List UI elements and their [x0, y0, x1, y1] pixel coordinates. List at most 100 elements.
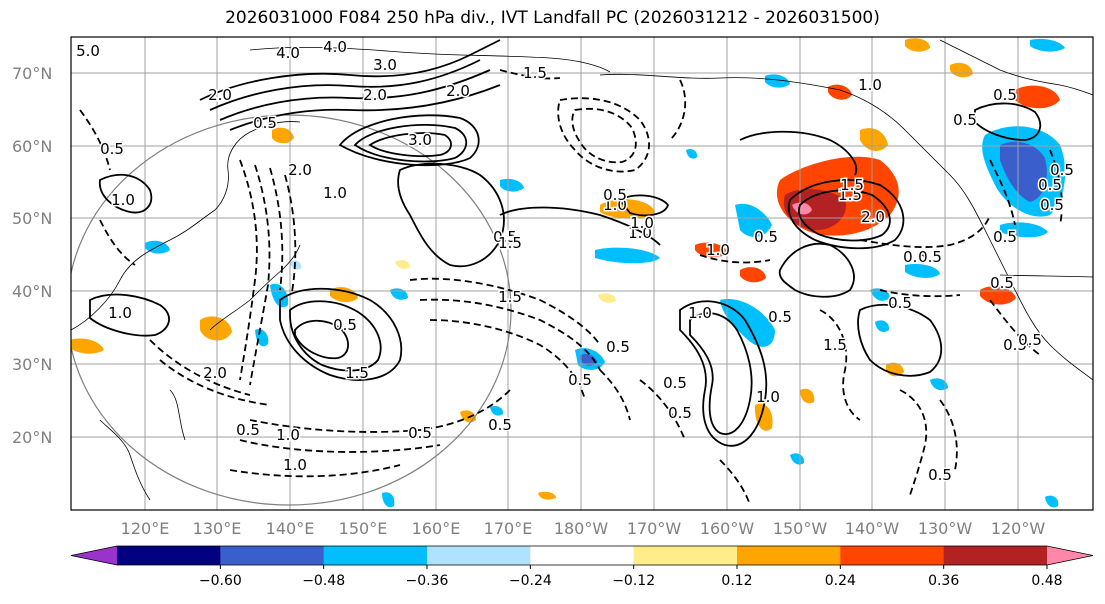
lon-label: 150°W: [773, 519, 828, 538]
contour-line: [219, 69, 491, 121]
contour-labels: 4.0 4.05.03.02.01.52.0 2.03.01.01.01.50.51…: [75, 37, 1076, 486]
negative-divergence-area: [790, 453, 805, 465]
contour-line: [787, 179, 905, 250]
colorbar-outline: [70, 545, 1094, 566]
colorbar-segment: [117, 546, 221, 565]
contour-line: [284, 174, 297, 293]
negative-divergence-area: [490, 405, 504, 416]
contour-value-label: 0.5: [754, 228, 778, 246]
negative-divergence-core: [1000, 141, 1047, 202]
positive-divergence-area: [905, 38, 930, 52]
lon-label: 160°E: [412, 519, 461, 538]
contour-line: [239, 159, 258, 381]
colorbar-tick-label: 0.24: [825, 573, 856, 589]
contour-value-label: 1.0: [603, 196, 627, 214]
contour-value-label: 0.5: [408, 424, 432, 442]
contour-value-label: 0.5: [990, 274, 1014, 292]
negative-divergence-core: [580, 353, 597, 366]
contour-line: [79, 109, 111, 171]
negative-divergence-area: [905, 264, 940, 278]
contour-line: [571, 107, 637, 164]
contour-value-label: 1.0: [111, 191, 135, 209]
contour-value-label: 0.5: [993, 86, 1017, 104]
contour-line: [499, 69, 561, 80]
positive-divergence-area: [740, 267, 766, 283]
contour-line: [229, 464, 401, 478]
contour-line: [557, 97, 650, 173]
map-content: 4.0 4.05.03.02.01.52.0 2.03.01.01.01.50.51…: [71, 37, 1093, 510]
negative-divergence-area: [1000, 222, 1048, 238]
lon-label: 120°W: [991, 519, 1046, 538]
colorbar-extend-min: [71, 546, 117, 565]
colorbar-segment: [323, 546, 428, 565]
contour-value-label: 4.0: [323, 38, 347, 56]
colorbar-tick-label: −0.48: [302, 573, 345, 589]
contour-value-label: 1.0: [323, 184, 347, 202]
colorbar-tick-label: 0.12: [721, 573, 752, 589]
contour-value-label: 1.0: [630, 214, 654, 232]
colorbar-segment: [530, 546, 635, 565]
colorbar-tick-label: −0.36: [406, 573, 449, 589]
contour-line: [599, 369, 631, 421]
contour-line: [249, 164, 271, 386]
contour-line: [879, 289, 961, 298]
positive-divergence-area: [598, 293, 616, 303]
contour-value-label: 2.0: [288, 161, 312, 179]
coastline: [939, 39, 1093, 96]
contour-value-label: 0.5: [493, 228, 517, 246]
divergence-shading: [71, 38, 1066, 508]
contour-value-label: 3.0: [408, 131, 432, 149]
colorbar-segment: [737, 546, 841, 565]
contour-line: [397, 162, 505, 268]
contour-value-label: 0.5: [253, 114, 277, 132]
positive-divergence-area: [695, 242, 728, 258]
contour-line: [279, 287, 403, 381]
coastline: [599, 73, 1093, 381]
contour-value-label: 1.0: [283, 456, 307, 474]
map-title: 2026031000 F084 250 hPa div., IVT Landfa…: [225, 8, 880, 28]
contour-line: [239, 439, 441, 453]
contour-line: [99, 219, 136, 266]
colorbar-segment: [840, 546, 945, 565]
contour-value-label: 1.0: [688, 304, 712, 322]
colorbar-tick-label: 0.36: [928, 573, 959, 589]
contour-value-label: 1.5: [823, 336, 847, 354]
contour-value-label: 0.5: [603, 186, 627, 204]
contour-line: [229, 84, 501, 131]
lat-label: 20°N: [12, 428, 52, 447]
positive-divergence-area: [395, 260, 410, 269]
contour-value-label: 1.0: [108, 304, 132, 322]
contour-value-label: 0.5: [488, 416, 512, 434]
negative-divergence-area: [765, 74, 790, 88]
lat-label: 30°N: [12, 355, 52, 374]
contour-value-label: 2.0: [861, 208, 885, 226]
coastlines: [71, 39, 1093, 501]
lon-label: 180°W: [554, 519, 609, 538]
contour-line: [859, 214, 991, 248]
positive-divergence-core: [783, 188, 846, 231]
contour-value-label: 5.0: [76, 42, 100, 60]
contour-value-label: 1.0: [706, 241, 730, 259]
contour-line: [739, 130, 858, 176]
contour-value-label: 0.5: [953, 111, 977, 129]
lon-label: 160°W: [700, 519, 755, 538]
positive-divergence-area: [860, 128, 888, 152]
contour-line: [798, 189, 891, 242]
contour-value-label: 1.5: [840, 176, 864, 194]
contour-line: [89, 293, 170, 337]
contour-line: [499, 206, 661, 246]
contour-value-label: 4.0: [276, 44, 300, 62]
positive-divergence-area: [828, 84, 852, 100]
coastline: [169, 389, 186, 441]
contour-line: [639, 379, 686, 441]
contour-value-label: 0.5: [1018, 331, 1042, 349]
coastline: [71, 121, 301, 331]
contour-value-label: 1.5: [498, 234, 522, 252]
colorbar-tick-label: 0.48: [1031, 573, 1062, 589]
positive-divergence-area: [460, 410, 476, 423]
contour-line: [989, 159, 1016, 226]
contour-value-label: 0.5: [928, 466, 952, 484]
contour-line: [679, 300, 768, 447]
contour-line: [669, 79, 687, 141]
